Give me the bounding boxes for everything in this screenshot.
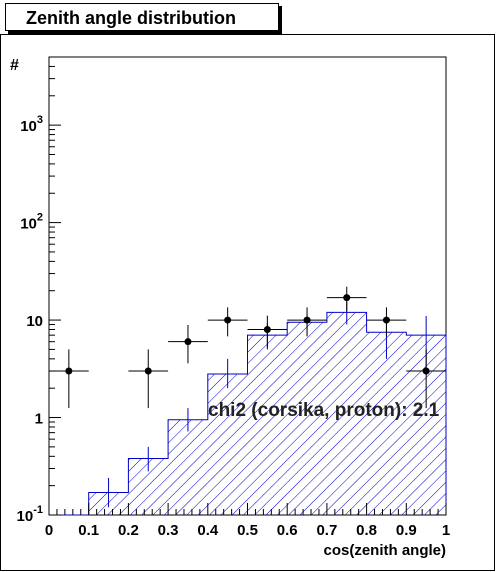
simulation-bar: [326, 312, 367, 515]
x-tick-label: 0.1: [78, 522, 99, 539]
data-point: [303, 316, 311, 324]
data-point: [422, 367, 430, 375]
simulation-bar: [287, 322, 327, 515]
x-tick-label: 1: [442, 522, 450, 539]
y-tick-label: 103: [20, 114, 43, 135]
x-tick-label: 0.6: [277, 522, 298, 539]
y-tick-label: 10-1: [17, 504, 43, 525]
data-point: [184, 338, 192, 346]
chart-title-box: Zenith angle distribution: [5, 3, 279, 31]
x-tick-label: 0.9: [396, 522, 417, 539]
x-tick-label: 0.8: [356, 522, 377, 539]
y-tick-label: 102: [20, 212, 43, 233]
y-tick-label: 10: [26, 313, 43, 330]
simulation-bar: [168, 419, 208, 515]
x-tick-label: 0.3: [158, 522, 179, 539]
data-point: [144, 367, 152, 375]
x-tick-label: 0.2: [118, 522, 139, 539]
chi2-annotation: chi2 (corsika, proton): 2.1: [208, 400, 440, 421]
y-axis-label: #: [10, 57, 19, 74]
x-tick-label: 0.5: [237, 522, 258, 539]
y-tick-label: 1: [35, 411, 43, 428]
data-point: [343, 294, 351, 302]
x-tick-label: 0.7: [316, 522, 337, 539]
x-axis-label: cos(zenith angle): [323, 542, 446, 559]
simulation-bar: [247, 335, 288, 515]
x-tick-label: 0.4: [197, 522, 219, 539]
simulation-bar: [366, 332, 407, 515]
data-point: [263, 326, 271, 334]
canvas-border: [0, 34, 495, 571]
x-tick-label: 0: [45, 522, 53, 539]
simulation-bar: [207, 373, 248, 515]
data-point: [65, 367, 73, 375]
chart-title: Zenith angle distribution: [26, 8, 236, 28]
simulation-outline: [49, 311, 447, 516]
data-point: [224, 316, 232, 324]
data-point: [382, 316, 390, 324]
